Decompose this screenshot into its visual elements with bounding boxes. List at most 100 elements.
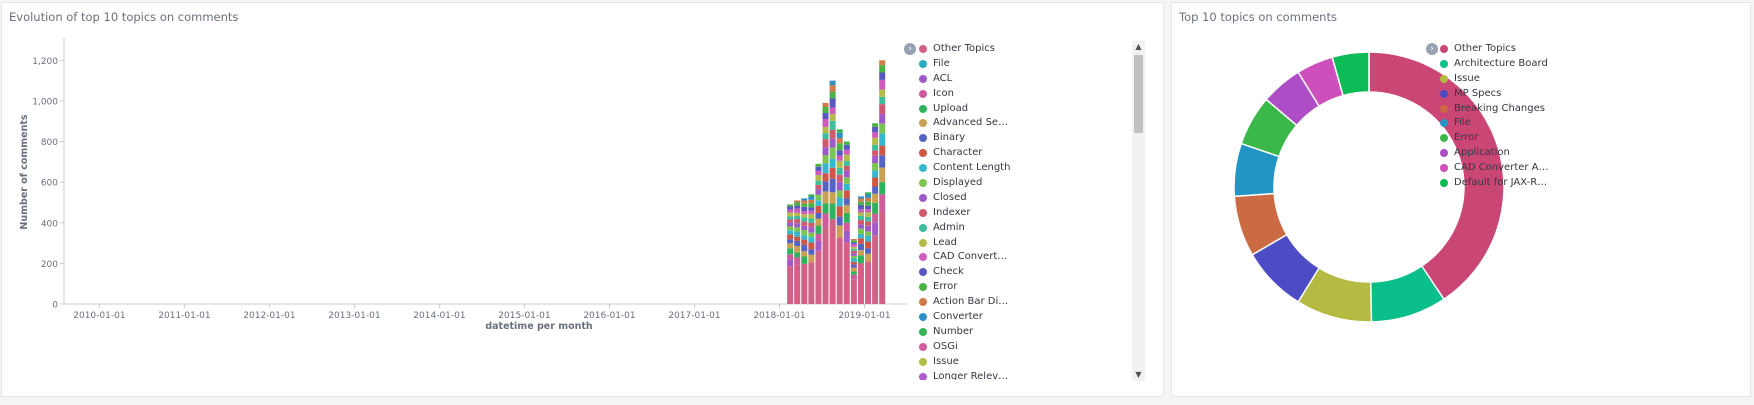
bar-segment[interactable] (794, 227, 801, 232)
bar-segment[interactable] (815, 166, 822, 171)
legend-item[interactable]: Lead (919, 236, 1011, 251)
bar-segment[interactable] (815, 205, 822, 213)
bar-segment[interactable] (836, 138, 843, 144)
bar-segment[interactable] (822, 102, 829, 107)
bar-segment[interactable] (801, 200, 808, 204)
bar-segment[interactable] (829, 138, 836, 148)
bar-segment[interactable] (794, 264, 801, 304)
bar-segment[interactable] (815, 225, 822, 234)
bar-segment[interactable] (872, 202, 879, 214)
bar-segment[interactable] (801, 251, 808, 257)
bar-segment[interactable] (865, 197, 872, 202)
bar-segment[interactable] (865, 231, 872, 236)
bar-segment[interactable] (822, 213, 829, 228)
bar-segment[interactable] (822, 106, 829, 114)
legend-item[interactable]: Upload (919, 102, 1011, 117)
bar-segment[interactable] (857, 204, 864, 210)
bar-segment[interactable] (857, 215, 864, 221)
bar-segment[interactable] (850, 274, 857, 280)
bar-segment[interactable] (787, 219, 794, 223)
bar-segment[interactable] (872, 155, 879, 164)
legend-item[interactable]: Character (919, 146, 1011, 161)
bar-segment[interactable] (822, 147, 829, 156)
bar-segment[interactable] (808, 194, 815, 197)
legend-item[interactable]: Binary (919, 131, 1011, 146)
bar-segment[interactable] (822, 127, 829, 134)
bar-segment[interactable] (836, 150, 843, 156)
bar-segment[interactable] (829, 167, 836, 179)
bar-segment[interactable] (808, 196, 815, 200)
legend-item[interactable]: Action Bar Disapp... (919, 295, 1011, 310)
bar-segment[interactable] (836, 160, 843, 168)
bar-segment[interactable] (850, 250, 857, 254)
bar-segment[interactable] (857, 238, 864, 244)
bar-segment[interactable] (879, 72, 886, 80)
bar-segment[interactable] (865, 221, 872, 226)
bar-segment[interactable] (857, 224, 864, 229)
legend-item[interactable]: Architecture Board (1440, 57, 1550, 72)
bar-segment[interactable] (808, 214, 815, 219)
bar-segment[interactable] (815, 233, 822, 241)
bar-segment[interactable] (787, 216, 794, 220)
bar-segment[interactable] (879, 167, 886, 183)
bar-segment[interactable] (787, 239, 794, 244)
bar-segment[interactable] (829, 129, 836, 139)
bar-segment[interactable] (879, 79, 886, 90)
bar-segment[interactable] (850, 246, 857, 249)
scroll-thumb[interactable] (1134, 55, 1143, 133)
legend-item[interactable]: MP Specs (1440, 87, 1550, 102)
donut-slice[interactable] (1331, 51, 1370, 97)
bar-segment[interactable] (801, 203, 808, 207)
bar-segment[interactable] (879, 60, 886, 66)
bar-segment[interactable] (872, 170, 879, 178)
legend-item[interactable]: Closed (919, 191, 1011, 206)
bar-segment[interactable] (808, 203, 815, 208)
bar-segment[interactable] (857, 228, 864, 235)
bar-segment[interactable] (843, 213, 850, 223)
bar-segment[interactable] (850, 239, 857, 241)
legend-item[interactable]: Content Length (919, 161, 1011, 176)
bar-segment[interactable] (857, 212, 864, 216)
bar-segment[interactable] (843, 222, 850, 231)
bar-segment[interactable] (794, 205, 801, 209)
bar-segment[interactable] (822, 181, 829, 192)
bar-segment[interactable] (801, 225, 808, 231)
bar-segment[interactable] (836, 216, 843, 226)
bar-segment[interactable] (865, 253, 872, 262)
bar-segment[interactable] (829, 147, 836, 159)
bar-segment[interactable] (829, 80, 836, 86)
bar-segment[interactable] (843, 165, 850, 171)
bar-segment[interactable] (843, 183, 850, 191)
bar-segment[interactable] (850, 258, 857, 262)
bar-segment[interactable] (808, 237, 815, 243)
bar-segment[interactable] (829, 91, 836, 99)
legend-item[interactable]: Icon (919, 87, 1011, 102)
bar-segment[interactable] (822, 119, 829, 128)
bar-segment[interactable] (865, 192, 872, 195)
bar-segment[interactable] (808, 262, 815, 304)
bar-segment[interactable] (787, 259, 794, 267)
bar-segment[interactable] (815, 250, 822, 304)
bar-segment[interactable] (850, 261, 857, 265)
bar-segment[interactable] (872, 186, 879, 194)
legend-item[interactable]: Number (919, 325, 1011, 340)
bar-segment[interactable] (850, 255, 857, 259)
bar-segment[interactable] (787, 212, 794, 217)
bar-segment[interactable] (801, 214, 808, 218)
bar-segment[interactable] (829, 114, 836, 121)
bar-segment[interactable] (879, 182, 886, 195)
bar-segment[interactable] (808, 242, 815, 250)
bar-segment[interactable] (829, 85, 836, 92)
bar-segment[interactable] (794, 240, 801, 247)
bar-segment[interactable] (822, 203, 829, 214)
bar-segment[interactable] (865, 261, 872, 304)
bar-segment[interactable] (829, 98, 836, 108)
bar-segment[interactable] (815, 163, 822, 167)
bar-segment[interactable] (865, 194, 872, 198)
bar-segment[interactable] (787, 243, 794, 249)
legend-item[interactable]: OSGi (919, 340, 1011, 355)
bar-segment[interactable] (850, 279, 857, 304)
bar-segment[interactable] (808, 254, 815, 263)
bar-segment[interactable] (829, 158, 836, 168)
bar-segment[interactable] (801, 198, 808, 201)
